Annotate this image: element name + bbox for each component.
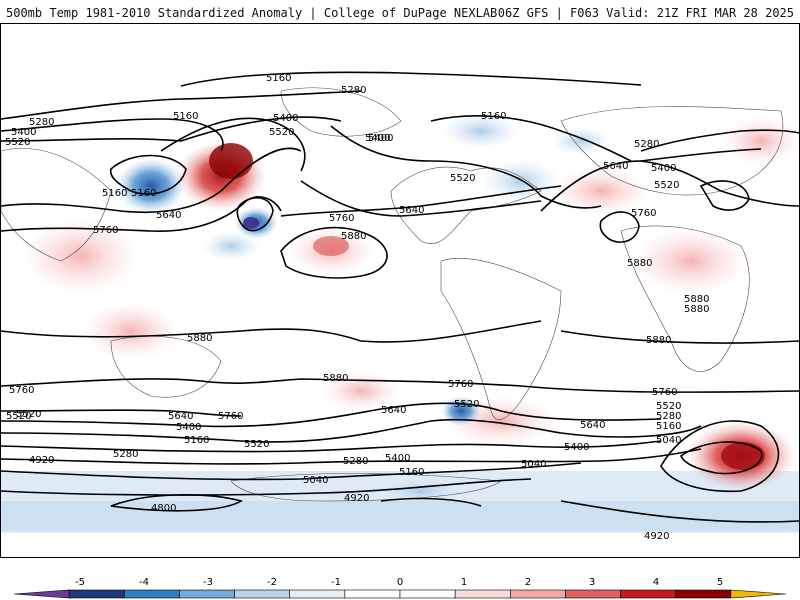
contour-label: 5160 (184, 435, 209, 446)
contour-label: 5280 (634, 139, 659, 150)
legend-swatch (68, 589, 125, 599)
contour-label: 5880 (187, 333, 212, 344)
contour-label: 5280 (29, 117, 54, 128)
contour-label: 5880 (323, 373, 348, 384)
legend-swatch (454, 589, 511, 599)
contour-label: 5520 (6, 411, 31, 422)
legend-swatch (620, 589, 677, 599)
contour-label: 4920 (29, 455, 54, 466)
contour-label: 5760 (9, 385, 34, 396)
legend-swatch (509, 589, 566, 599)
contour-label: 5160 (173, 111, 198, 122)
contour-label: 5760 (448, 379, 473, 390)
legend-bar (13, 589, 787, 599)
contour-label: 5520 (654, 180, 679, 191)
contour-label: 5160 (656, 421, 681, 432)
contour-label: 5400 (564, 442, 589, 453)
contour-label: 5880 (646, 335, 671, 346)
legend-tick-label: -4 (139, 577, 149, 588)
contour-label: 5760 (93, 225, 118, 236)
legend-swatch (289, 589, 346, 599)
contour-label: 5520 (5, 137, 30, 148)
legend-tick-label: 3 (589, 577, 595, 588)
legend-tick-label: 5 (717, 577, 723, 588)
contour-label: 5040 (521, 459, 546, 470)
legend-tick-label: -5 (75, 577, 85, 588)
contour-label: 5640 (168, 411, 193, 422)
legend-swatch (565, 589, 621, 599)
contour-label: 5040 (303, 475, 328, 486)
contour-label: 4800 (151, 503, 176, 514)
contour-label: 5280 (113, 449, 138, 460)
map-title: 500mb Temp 1981-2010 Standardized Anomal… (6, 6, 498, 20)
legend-swatch (123, 589, 180, 599)
contour-label: 5880 (684, 294, 709, 305)
legend-tick-label: -2 (267, 577, 277, 588)
contour-label: 5640 (399, 205, 424, 216)
contour-label: 5400 (11, 127, 36, 138)
contour-label: 5400 (176, 422, 201, 433)
legend-swatch (344, 589, 401, 599)
legend-tick-label: -3 (203, 577, 213, 588)
contour-label: 5880 (684, 304, 709, 315)
contour-label: 5160 (399, 467, 424, 478)
contour-label: 5880 (627, 258, 652, 269)
contour-label: 5640 (381, 405, 406, 416)
contour-label: 5160 (266, 73, 291, 84)
contour-label: 5760 (329, 213, 354, 224)
legend-swatch (179, 589, 235, 599)
contour-label: 5760 (218, 411, 243, 422)
legend-tick-label: 1 (461, 577, 467, 588)
contour-label: 5760 (652, 387, 677, 398)
contour-label: 4920 (344, 493, 369, 504)
contour-label: 5520 (16, 409, 41, 420)
model-run-info: 06Z GFS | F063 Valid: 21Z FRI MAR 28 202… (497, 6, 794, 20)
contour-label: 5520 (244, 439, 269, 450)
contour-label: 5400 (385, 453, 410, 464)
contour-label: 5520 (269, 127, 294, 138)
legend-swatch (399, 589, 456, 599)
legend-swatch (675, 589, 732, 599)
contour-label: 4920 (644, 531, 669, 542)
contour-label: 5040 (656, 435, 681, 446)
legend-tick-label: 4 (653, 577, 659, 588)
anomaly-map: 5160 5280 5160 5280 5400 5520 5160 5400 … (0, 23, 800, 558)
contour-label: 5280 (343, 456, 368, 467)
color-scale-legend: -5 -4 -3 -2 -1 0 1 2 3 4 5 (13, 577, 787, 599)
contour-label: 5520 (656, 401, 681, 412)
legend-tick-label: 2 (525, 577, 531, 588)
legend-swatch (730, 589, 787, 599)
contour-label: 5760 (631, 208, 656, 219)
contour-label: 5280 (656, 411, 681, 422)
contour-label: 5400 (365, 133, 390, 144)
height-contours (1, 71, 799, 523)
legend-ticks: -5 -4 -3 -2 -1 0 1 2 3 4 5 (75, 577, 723, 588)
contour-label: 5160 (131, 188, 156, 199)
legend-tick-label: -1 (331, 577, 341, 588)
contour-label: 5880 (341, 231, 366, 242)
legend-swatch (13, 589, 70, 599)
contour-label: 5640 (156, 210, 181, 221)
contour-label: 5400 (651, 163, 676, 174)
contour-label: 5400 (368, 133, 393, 144)
contour-label: 5520 (450, 173, 475, 184)
contour-label: 5280 (341, 85, 366, 96)
anomaly-shading (1, 113, 799, 533)
legend-swatch (234, 589, 291, 599)
contour-labels: 5160 5280 5160 5280 5400 5520 5160 5400 … (5, 73, 709, 542)
contour-label: 5160 (102, 188, 127, 199)
contour-label: 5640 (603, 161, 628, 172)
contour-label: 5520 (454, 399, 479, 410)
contour-label: 5160 (481, 111, 506, 122)
contour-label: 5640 (580, 420, 605, 431)
legend-tick-label: 0 (397, 577, 403, 588)
contour-label: 5400 (273, 113, 298, 124)
